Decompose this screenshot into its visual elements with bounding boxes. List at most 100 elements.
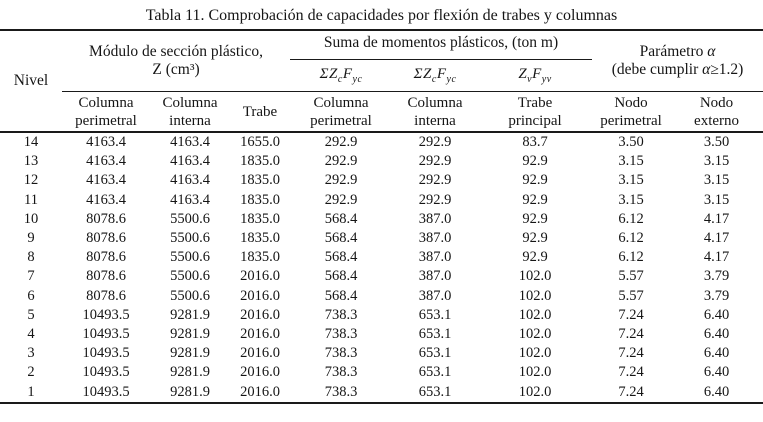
table-cell: 5.57 bbox=[618, 287, 644, 304]
table-cell: 7.24 bbox=[618, 306, 644, 323]
table-cell: 292.9 bbox=[418, 134, 452, 150]
table-cell: 6.40 bbox=[703, 383, 730, 400]
table-row: 14 4163.4 4163.4 1655.0 292.9 292.9 83.7 3.50 3.… bbox=[0, 132, 763, 152]
table-cell: 12 bbox=[23, 172, 39, 189]
table-cell: 102.0 bbox=[518, 287, 552, 304]
table-cell: 7.24 bbox=[618, 345, 644, 362]
table-cell: 2016.0 bbox=[240, 345, 280, 362]
table-cell: 10 bbox=[23, 210, 39, 227]
table-cell: 92.9 bbox=[522, 153, 548, 170]
table-cell: 387.0 bbox=[418, 249, 452, 266]
group-header-row: Nivel Módulo de sección plástico, Z (cm³… bbox=[0, 30, 763, 133]
column-header-columna-perimetral-m: Columna perimetral bbox=[290, 91, 392, 133]
table-cell: 9281.9 bbox=[170, 345, 210, 362]
table-cell: 92.9 bbox=[522, 210, 548, 227]
table-cell: 102.0 bbox=[518, 383, 552, 400]
table-cell: 5500.6 bbox=[170, 210, 210, 227]
header-modulo-line2: Z (cm³) bbox=[152, 61, 200, 78]
table-cell: 4163.4 bbox=[170, 134, 210, 150]
table-cell: 292.9 bbox=[324, 172, 358, 189]
table-cell: 1835.0 bbox=[240, 210, 280, 227]
table-cell: 653.1 bbox=[418, 306, 452, 323]
table-cell: 6 bbox=[27, 287, 35, 304]
table-cell: 8078.6 bbox=[86, 230, 126, 247]
column-header-trabe-principal: Trabe principal bbox=[478, 91, 593, 133]
column-header-columna-interna-z: Columna interna bbox=[150, 91, 230, 133]
table-cell: 8078.6 bbox=[86, 287, 126, 304]
table-cell: 6.40 bbox=[703, 345, 730, 362]
table-row: 5 10493.5 9281.9 2016.0 738.3 653.1 102.0 7.24 6… bbox=[0, 306, 763, 325]
formula-zv-fyv: ZvFyv bbox=[478, 59, 593, 92]
formula-sum-zc-fyc-interna: ΣZcFyc bbox=[392, 59, 478, 92]
column-header-nodo-perimetral: Nodo perimetral bbox=[592, 91, 671, 133]
table-cell: 1835.0 bbox=[240, 172, 280, 189]
table-cell: 6.12 bbox=[618, 230, 644, 247]
table-cell: 5500.6 bbox=[170, 268, 210, 285]
table-cell: 3.79 bbox=[703, 268, 730, 285]
table-cell: 4163.4 bbox=[86, 134, 126, 150]
column-header-trabe: Trabe bbox=[230, 91, 290, 133]
table-cell: 3.15 bbox=[618, 153, 644, 170]
table-cell: 1655.0 bbox=[240, 134, 280, 150]
table-cell: 11 bbox=[24, 191, 38, 208]
table-cell: 2016.0 bbox=[240, 364, 280, 381]
table-cell: 292.9 bbox=[324, 153, 358, 170]
column-header-columna-interna-m: Columna interna bbox=[392, 91, 478, 133]
header-parametro-line2: (debe cumplir α≥1.2) bbox=[611, 61, 744, 78]
header-parametro-alfa: Parámetro α (debe cumplir α≥1.2) bbox=[592, 30, 763, 92]
table-cell: 4.17 bbox=[703, 230, 730, 247]
table-cell: 6.40 bbox=[703, 326, 730, 343]
table-cell: 6.12 bbox=[618, 249, 644, 266]
table-row: 6 8078.6 5500.6 2016.0 568.4 387.0 102.0 5.57 3.… bbox=[0, 287, 763, 306]
table-cell: 3.15 bbox=[703, 191, 730, 208]
capacity-check-table: Nivel Módulo de sección plástico, Z (cm³… bbox=[0, 29, 763, 404]
header-parametro-line1: Parámetro α bbox=[639, 43, 716, 60]
table-cell: 387.0 bbox=[418, 230, 452, 247]
table-cell: 738.3 bbox=[324, 383, 358, 400]
table-cell: 6.40 bbox=[703, 364, 730, 381]
table-cell: 1 bbox=[27, 383, 35, 400]
table-cell: 83.7 bbox=[522, 134, 548, 150]
table-cell: 387.0 bbox=[418, 210, 452, 227]
table-cell: 9281.9 bbox=[170, 383, 210, 400]
table-cell: 2016.0 bbox=[240, 268, 280, 285]
table-cell: 568.4 bbox=[324, 268, 358, 285]
table-cell: 10493.5 bbox=[82, 326, 130, 343]
table-cell: 92.9 bbox=[522, 249, 548, 266]
table-cell: 9281.9 bbox=[170, 364, 210, 381]
table-cell: 292.9 bbox=[324, 134, 358, 150]
table-cell: 2016.0 bbox=[240, 383, 280, 400]
column-header-nodo-externo: Nodo externo bbox=[670, 91, 763, 133]
header-modulo-line1: Módulo de sección plástico, bbox=[89, 43, 263, 60]
table-cell: 4163.4 bbox=[86, 172, 126, 189]
table-cell: 3.15 bbox=[703, 172, 730, 189]
table-cell: 738.3 bbox=[324, 306, 358, 323]
formula-header-row: ΣZcFyc ΣZcFyc ZvFyv bbox=[0, 59, 763, 92]
table-cell: 738.3 bbox=[324, 345, 358, 362]
table-cell: 8078.6 bbox=[86, 210, 126, 227]
table-cell: 4 bbox=[27, 326, 35, 343]
table-cell: 292.9 bbox=[324, 191, 358, 208]
table-cell: 292.9 bbox=[418, 172, 452, 189]
table-cell: 8078.6 bbox=[86, 249, 126, 266]
table-cell: 10493.5 bbox=[82, 345, 130, 362]
table-cell: 102.0 bbox=[518, 268, 552, 285]
table-cell: 4.17 bbox=[703, 249, 730, 266]
table-cell: 5500.6 bbox=[170, 249, 210, 266]
table-cell: 14 bbox=[23, 134, 39, 150]
table-cell: 9281.9 bbox=[170, 306, 210, 323]
table-cell: 653.1 bbox=[418, 383, 452, 400]
table-cell: 4163.4 bbox=[170, 153, 210, 170]
table-cell: 292.9 bbox=[418, 191, 452, 208]
column-header-columna-perimetral-z: Columna perimetral bbox=[62, 91, 150, 133]
table-cell: 2 bbox=[27, 364, 35, 381]
sub-header-row: Columna perimetral Columna interna Trabe C… bbox=[0, 91, 763, 133]
table-cell: 568.4 bbox=[324, 210, 358, 227]
table-cell: 568.4 bbox=[324, 249, 358, 266]
table-cell: 387.0 bbox=[418, 287, 452, 304]
table-cell: 387.0 bbox=[418, 268, 452, 285]
table-row: 3 10493.5 9281.9 2016.0 738.3 653.1 102.0 7.24 6… bbox=[0, 344, 763, 363]
table-cell: 653.1 bbox=[418, 364, 452, 381]
formula-sum-zc-fyc-perimetral: ΣZcFyc bbox=[290, 59, 392, 92]
document-page: Tabla 11. Comprobación de capacidades po… bbox=[0, 7, 763, 404]
